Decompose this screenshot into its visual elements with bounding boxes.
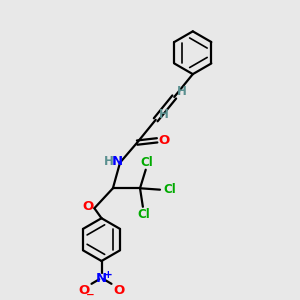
Text: +: + [103, 270, 112, 280]
Text: O: O [159, 134, 170, 147]
Text: H: H [159, 108, 169, 121]
Text: Cl: Cl [137, 208, 150, 221]
Text: Cl: Cl [164, 183, 176, 196]
Text: H: H [104, 155, 114, 168]
Text: −: − [86, 290, 94, 300]
Text: N: N [112, 155, 123, 168]
Text: N: N [96, 272, 107, 285]
Text: Cl: Cl [141, 156, 154, 169]
Text: O: O [79, 284, 90, 297]
Text: H: H [177, 85, 187, 98]
Text: O: O [113, 284, 124, 297]
Text: O: O [82, 200, 94, 213]
